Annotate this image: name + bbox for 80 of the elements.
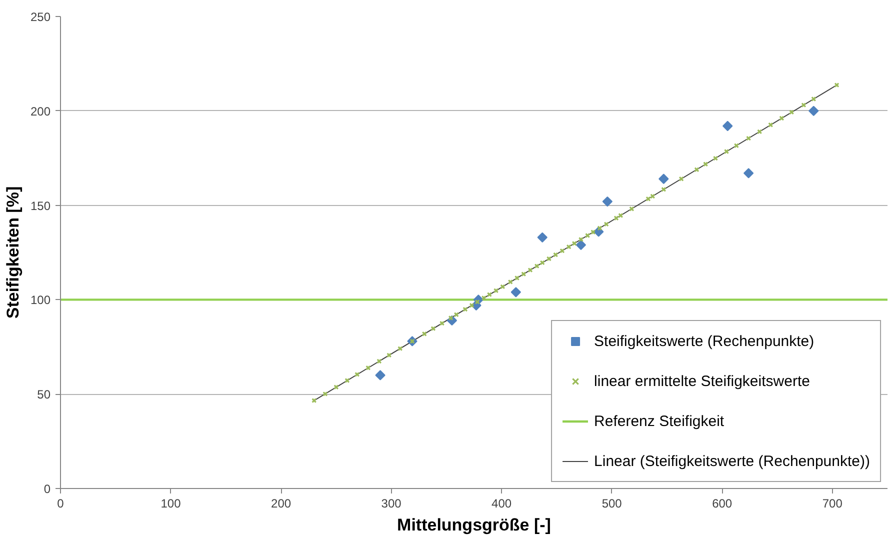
point bbox=[743, 168, 754, 178]
x-tick-label: 500 bbox=[602, 496, 622, 510]
point bbox=[500, 284, 506, 290]
point bbox=[768, 122, 774, 128]
point bbox=[585, 232, 590, 238]
point bbox=[481, 295, 486, 301]
point bbox=[375, 370, 386, 380]
point bbox=[712, 156, 718, 161]
point bbox=[702, 162, 708, 167]
point bbox=[454, 312, 459, 318]
legend-label: Steifigkeitswerte (Rechenpunkte) bbox=[594, 332, 814, 350]
point bbox=[746, 136, 752, 141]
point bbox=[678, 176, 684, 182]
point bbox=[602, 196, 613, 207]
point bbox=[537, 232, 548, 242]
x-tick-label: 300 bbox=[381, 496, 402, 510]
point bbox=[578, 236, 584, 242]
point bbox=[553, 252, 558, 258]
point bbox=[590, 230, 596, 235]
point bbox=[576, 240, 586, 250]
point bbox=[597, 226, 602, 231]
point bbox=[834, 82, 840, 88]
point bbox=[779, 116, 784, 121]
point bbox=[661, 186, 666, 192]
point bbox=[808, 106, 819, 116]
x-tick-label: 200 bbox=[271, 496, 292, 510]
point bbox=[811, 96, 816, 102]
point bbox=[344, 378, 350, 384]
point bbox=[546, 256, 552, 262]
y-tick-label: 200 bbox=[30, 104, 51, 118]
point bbox=[486, 292, 492, 298]
point bbox=[366, 365, 371, 370]
point bbox=[534, 264, 540, 269]
point bbox=[629, 206, 634, 212]
point bbox=[430, 326, 436, 332]
legend-label: Linear (Steifigkeitswerte (Rechenpunkte)) bbox=[594, 452, 870, 470]
point bbox=[658, 174, 669, 184]
y-tick-label: 100 bbox=[30, 293, 51, 308]
point bbox=[514, 275, 520, 281]
point bbox=[462, 306, 468, 312]
point bbox=[510, 287, 521, 298]
x-tick-label: 100 bbox=[160, 496, 182, 510]
x-tick-label: 600 bbox=[712, 496, 732, 510]
y-tick-label: 150 bbox=[30, 198, 51, 213]
point bbox=[572, 240, 577, 246]
point bbox=[398, 346, 403, 352]
legend-label: Referenz Steifigkeit bbox=[594, 412, 724, 430]
point bbox=[604, 222, 609, 227]
point bbox=[734, 143, 739, 148]
point bbox=[422, 331, 427, 336]
point bbox=[386, 352, 392, 358]
point bbox=[694, 167, 700, 172]
point bbox=[566, 244, 572, 250]
point bbox=[469, 302, 474, 308]
y-tick-label: 0 bbox=[44, 482, 51, 496]
point bbox=[334, 384, 339, 390]
point bbox=[540, 260, 545, 266]
point bbox=[439, 320, 445, 326]
legend-label: linear ermittelte Steifigkeitswerte bbox=[594, 372, 810, 390]
point bbox=[376, 358, 382, 364]
point bbox=[724, 148, 730, 154]
point bbox=[801, 102, 806, 108]
y-axis-title: Steifigkeiten [%] bbox=[3, 186, 22, 319]
y-tick-label: 50 bbox=[37, 388, 51, 402]
point bbox=[508, 279, 513, 285]
point bbox=[354, 372, 360, 378]
x-tick-label: 700 bbox=[822, 496, 843, 510]
point bbox=[312, 398, 317, 404]
point bbox=[722, 120, 733, 132]
point bbox=[322, 391, 328, 396]
point bbox=[493, 288, 499, 294]
point bbox=[521, 271, 526, 277]
point bbox=[560, 248, 565, 254]
y-tick-label: 250 bbox=[30, 10, 51, 24]
point bbox=[789, 110, 794, 115]
x-tick-label: 400 bbox=[492, 496, 512, 510]
x-axis-title: Mittelungsgröße [-] bbox=[397, 516, 551, 534]
point bbox=[757, 129, 762, 134]
point bbox=[528, 267, 533, 273]
x-tick-label: 0 bbox=[57, 496, 64, 510]
